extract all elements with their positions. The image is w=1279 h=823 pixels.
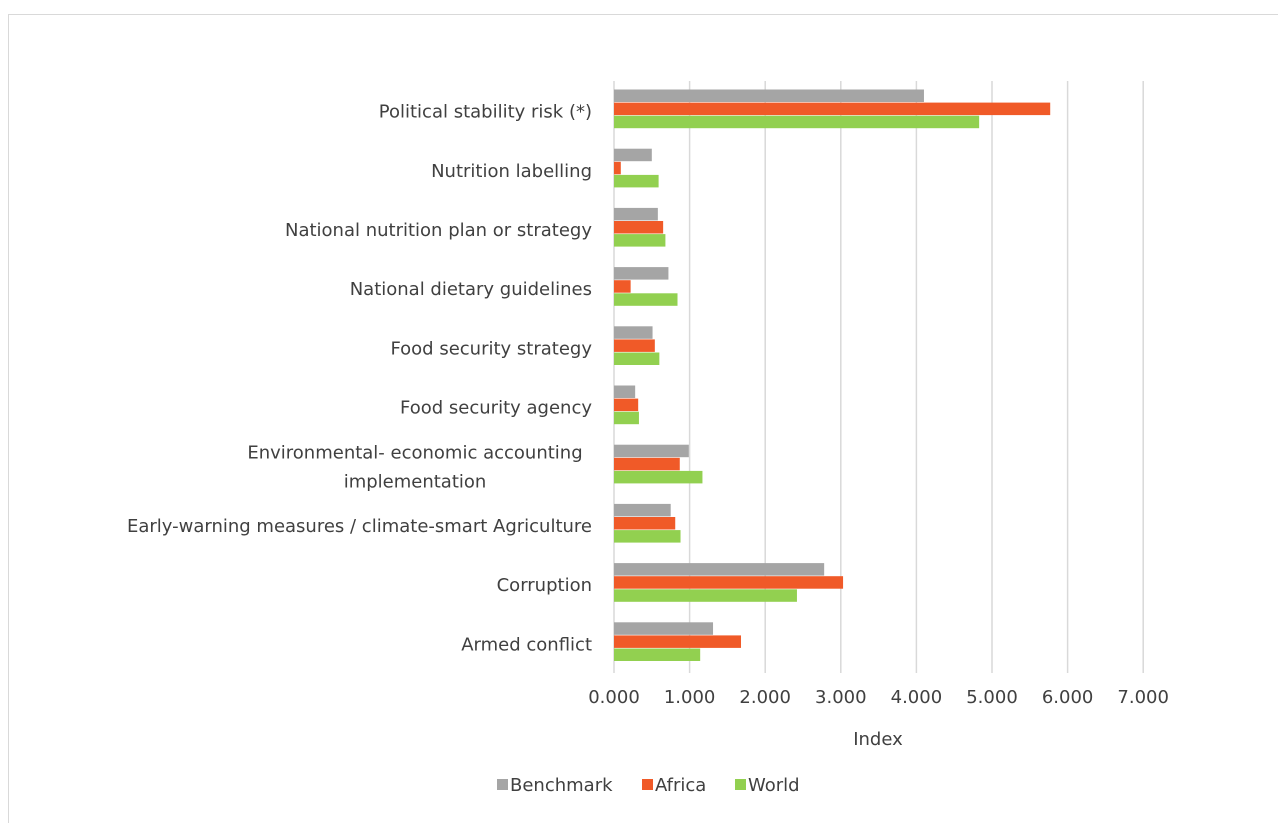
legend: Benchmark Africa World xyxy=(497,775,800,796)
bar-benchmark xyxy=(614,444,689,458)
bar-benchmark xyxy=(614,326,653,339)
category-label: Corruption xyxy=(497,575,592,596)
gridlines xyxy=(613,81,1144,673)
bar-africa xyxy=(614,517,676,530)
category-label: Food security agency xyxy=(400,398,592,419)
category-label: Armed conflict xyxy=(461,634,592,655)
category-label: National dietary guidelines xyxy=(350,279,592,300)
category-label: Political stability risk (*) xyxy=(379,102,592,123)
x-tick-label: 3.000 xyxy=(815,687,867,708)
x-tick-label: 5.000 xyxy=(966,687,1018,708)
legend-label-world: World xyxy=(748,775,800,796)
legend-label-benchmark: Benchmark xyxy=(510,775,613,796)
x-tick-label: 4.000 xyxy=(891,687,943,708)
category-label: National nutrition plan or strategy xyxy=(285,220,592,241)
legend-swatch-world xyxy=(735,779,746,790)
bar-africa xyxy=(614,339,655,352)
bar-africa xyxy=(614,635,742,648)
legend-swatch-africa xyxy=(642,779,653,790)
bar-africa xyxy=(614,161,621,175)
category-label: Food security strategy xyxy=(390,338,592,359)
x-tick-label: 6.000 xyxy=(1042,687,1094,708)
x-axis-title: Index xyxy=(853,729,903,750)
bar-world xyxy=(614,648,701,661)
bar-benchmark xyxy=(614,385,636,398)
category-label: Environmental- economic accounting xyxy=(247,442,582,463)
bar-world xyxy=(614,530,681,543)
bar-benchmark xyxy=(614,267,669,280)
legend-swatch-benchmark xyxy=(497,779,508,790)
bar-world xyxy=(614,589,797,602)
bar-benchmark xyxy=(614,563,825,576)
x-tick-label: 1.000 xyxy=(664,687,716,708)
x-tick-label: 7.000 xyxy=(1117,687,1169,708)
bar-benchmark xyxy=(614,89,924,102)
bar-world xyxy=(614,115,980,129)
x-tick-label: 2.000 xyxy=(739,687,791,708)
bar-africa xyxy=(614,102,1051,116)
bar-africa xyxy=(614,457,680,471)
category-label: Nutrition labelling xyxy=(431,161,592,182)
category-label: Early-warning measures / climate-smart A… xyxy=(127,516,592,537)
bar-africa xyxy=(614,576,844,589)
category-label: implementation xyxy=(344,471,487,492)
bar-africa xyxy=(614,221,664,234)
bar-benchmark xyxy=(614,503,671,517)
bars xyxy=(614,89,1051,661)
bar-world xyxy=(614,174,659,188)
legend-label-africa: Africa xyxy=(655,775,706,796)
bar-world xyxy=(614,352,660,365)
bar-benchmark xyxy=(614,207,658,221)
bar-world xyxy=(614,234,666,247)
chart-frame xyxy=(8,14,1278,823)
bar-benchmark xyxy=(614,148,652,162)
bar-world xyxy=(614,293,678,306)
bar-benchmark xyxy=(614,622,714,635)
category-labels: Political stability risk (*) Nutrition la… xyxy=(127,102,592,656)
bar-world xyxy=(614,470,703,484)
x-tick-labels: 0.000 1.000 2.000 3.000 4.000 5.000 6.000 7.000 xyxy=(588,687,1169,708)
bar-africa xyxy=(614,398,639,412)
x-tick-label: 0.000 xyxy=(588,687,640,708)
bar-africa xyxy=(614,280,631,293)
bar-world xyxy=(614,411,639,425)
